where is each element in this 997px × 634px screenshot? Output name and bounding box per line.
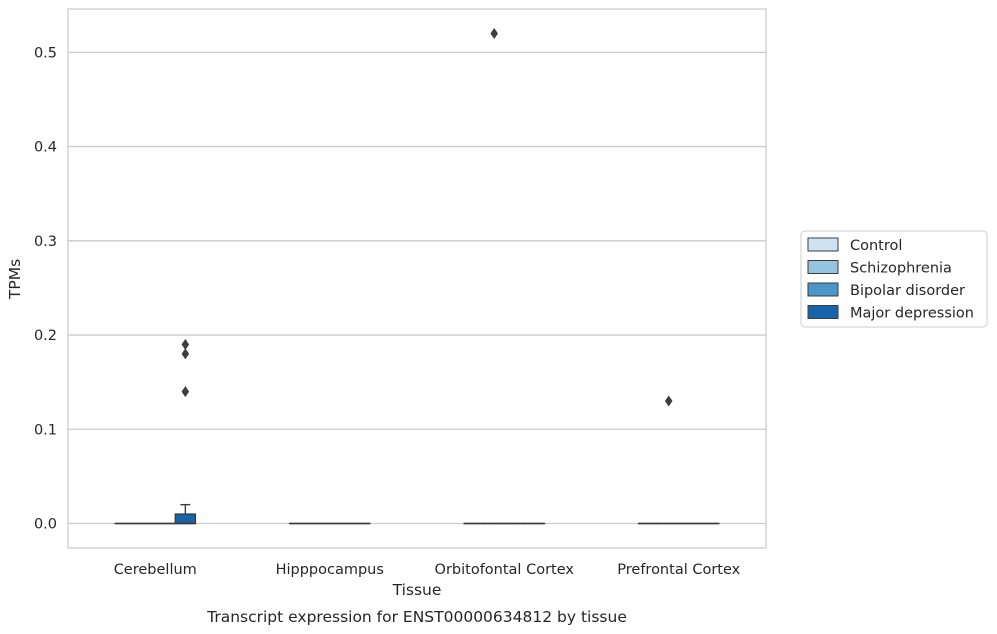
legend: Control Schizophrenia Bipolar disorder Majo… (800, 230, 988, 328)
box-body (174, 513, 197, 525)
x-tick-label: Hipppocampus (276, 562, 384, 578)
legend-label: Major depression (850, 306, 974, 322)
x-tick-label: Orbitofontal Cortex (435, 562, 575, 578)
plot-area-frame (67, 8, 767, 549)
y-tick-labels: 0.0 0.1 0.2 0.3 0.4 0.5 (34, 45, 57, 532)
outlier-point (181, 338, 190, 350)
outlier-point (664, 395, 673, 407)
x-tick-label: Cerebellum (114, 562, 197, 578)
legend-label: Bipolar disorder (850, 283, 965, 299)
legend-swatch (807, 305, 839, 319)
y-tick-label: 0.3 (34, 234, 57, 250)
outlier-point (181, 386, 190, 398)
y-tick-label: 0.2 (34, 328, 57, 344)
legend-label: Schizophrenia (850, 261, 952, 277)
outlier-point (181, 348, 190, 360)
x-axis-label: Tissue (392, 581, 442, 599)
boxes (114, 27, 720, 525)
legend-swatch (807, 237, 839, 252)
legend-items: Control Schizophrenia Bipolar disorder Majo… (807, 237, 974, 322)
y-tick-label: 0.1 (34, 422, 57, 438)
y-axis-label: TPMs (6, 259, 24, 300)
y-tick-label: 0.5 (34, 45, 57, 61)
y-tick-label: 0.0 (34, 517, 57, 533)
legend-swatch (807, 282, 839, 297)
box (657, 395, 680, 525)
legend-swatch (807, 260, 839, 274)
grid-lines (68, 51, 766, 525)
outlier-point (490, 27, 499, 40)
box (174, 338, 197, 525)
x-tick-label: Prefrontal Cortex (617, 562, 740, 578)
chart-caption: Transcript expression for ENST0000063481… (206, 608, 627, 626)
y-tick-label: 0.4 (34, 140, 57, 156)
x-tick-labels: Cerebellum Hipppocampus Orbitofontal Corte… (114, 562, 741, 578)
box (483, 27, 505, 525)
legend-label: Control (850, 238, 902, 254)
legend-frame (800, 230, 988, 328)
